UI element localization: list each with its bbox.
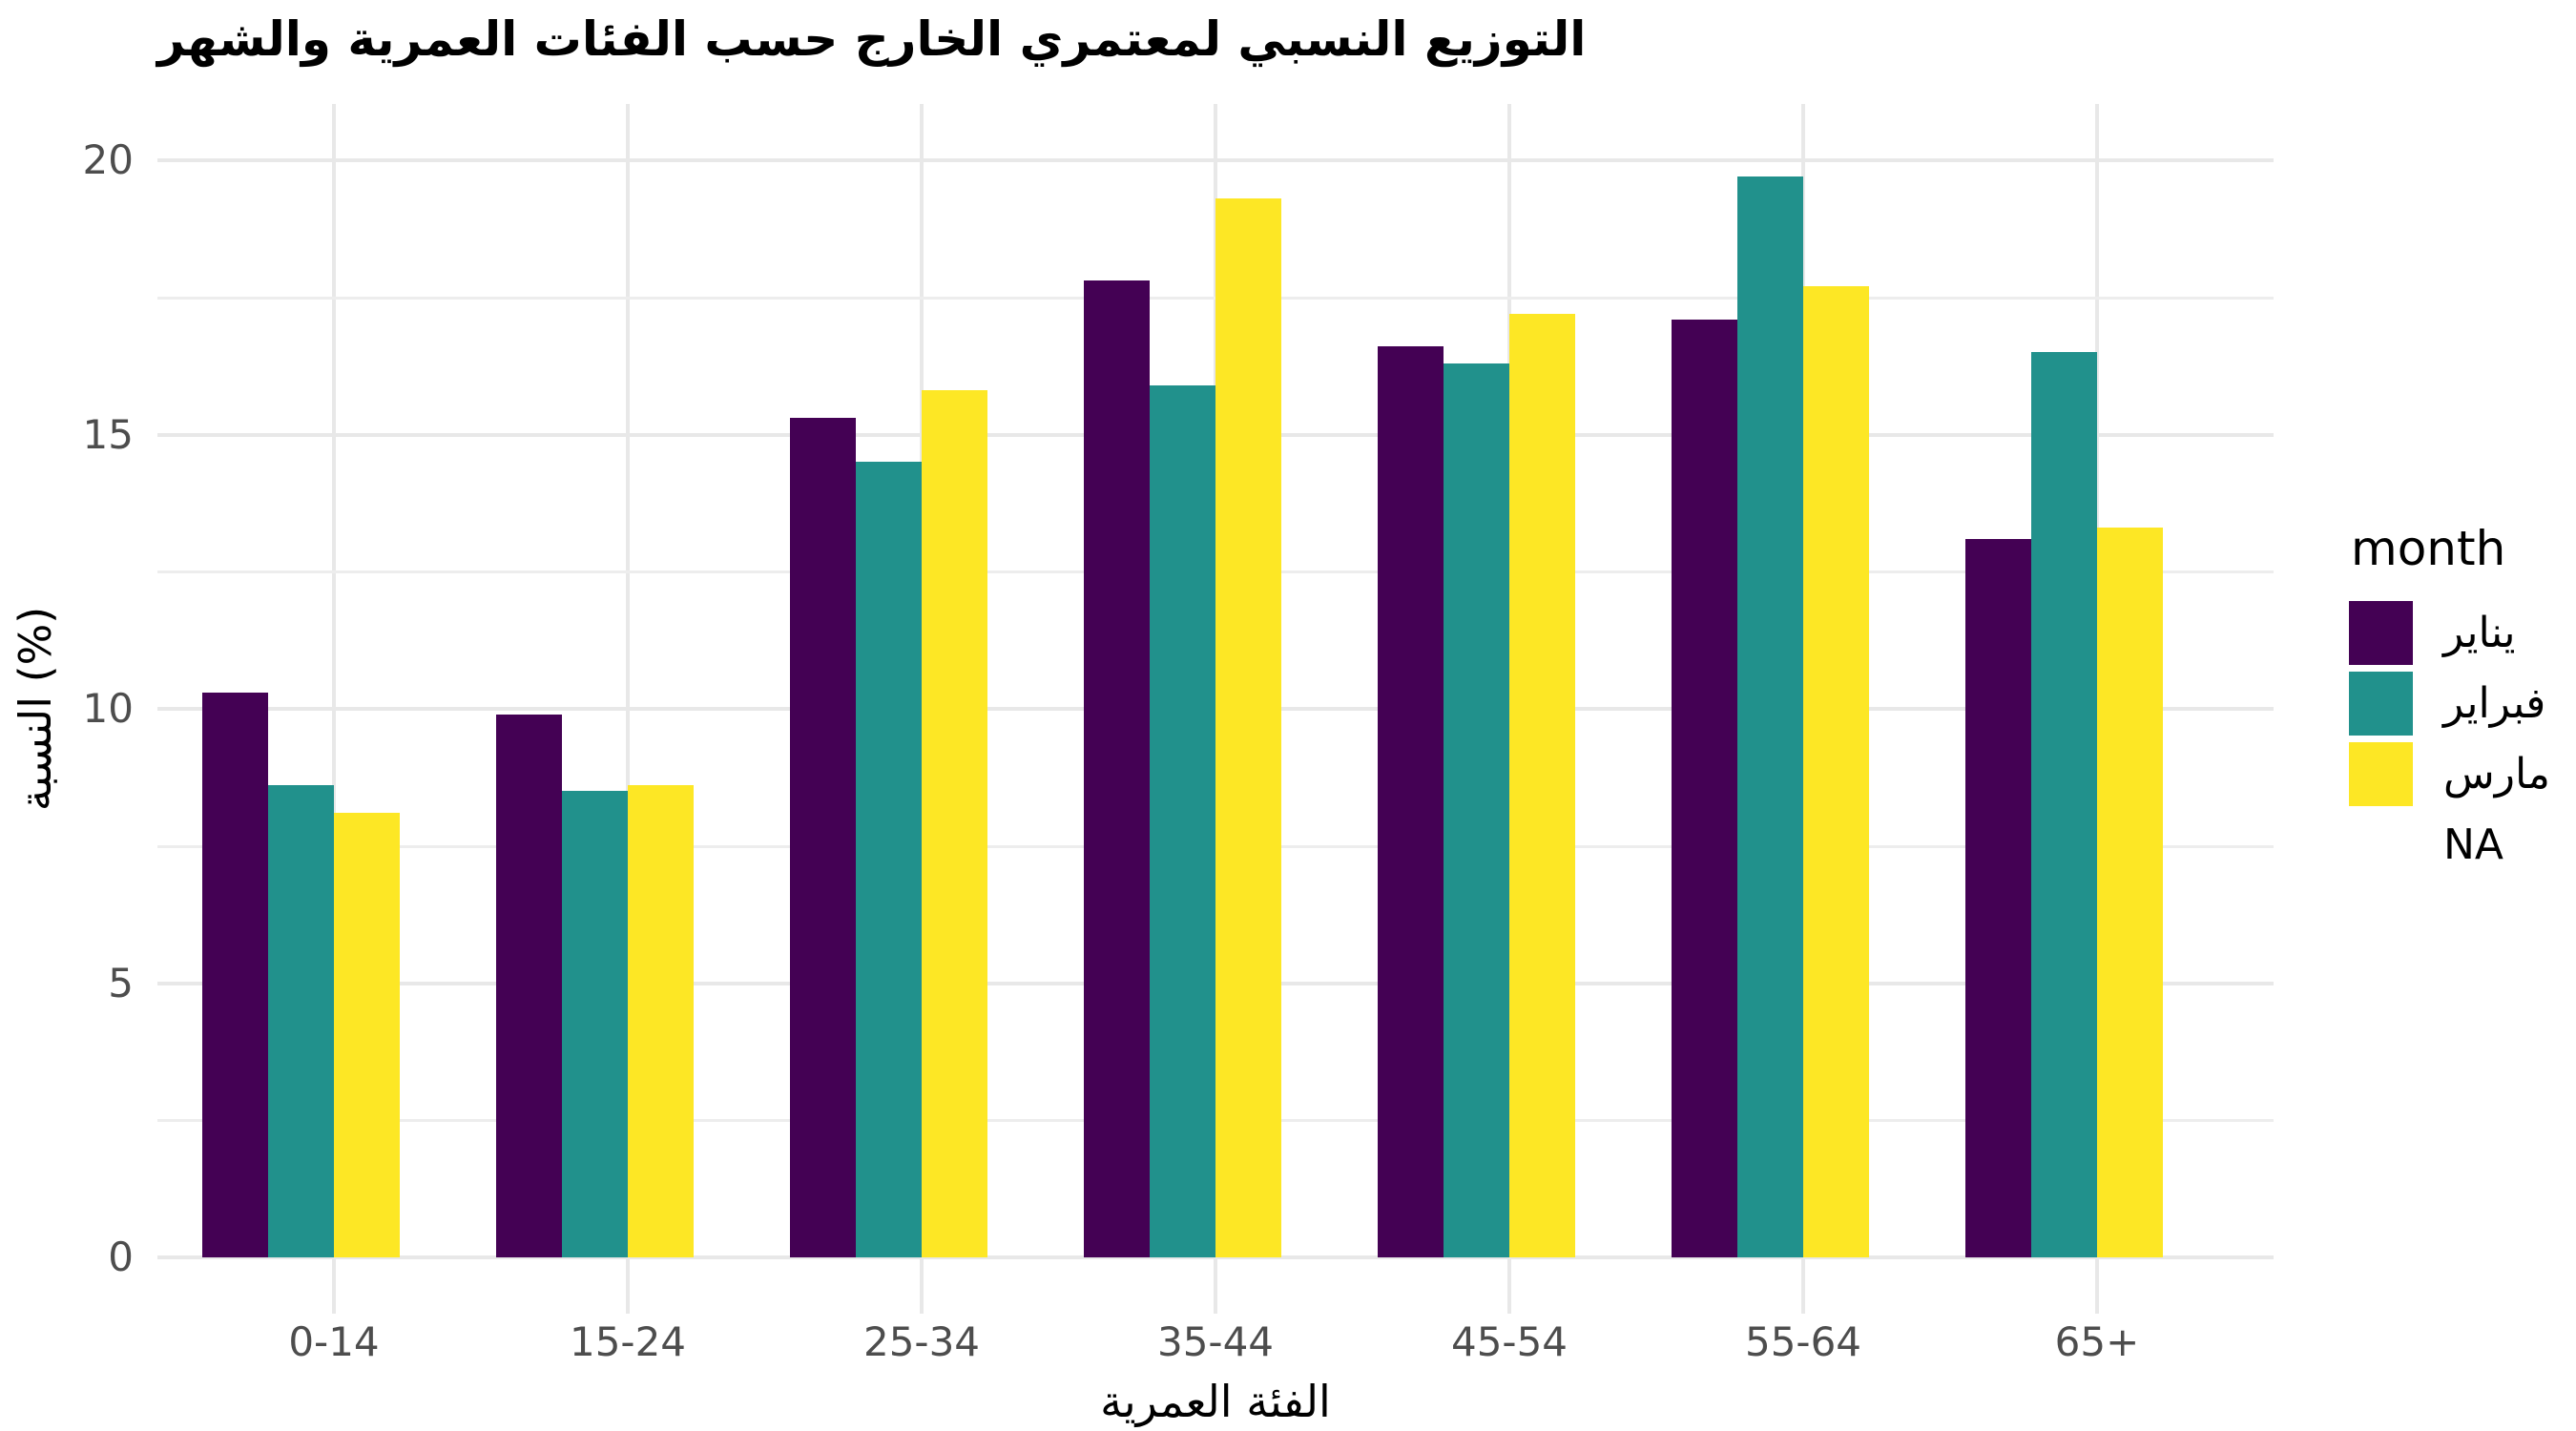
legend: month يناير فبراير مارس NA bbox=[2349, 521, 2576, 883]
y-tick-label: 15 bbox=[82, 410, 134, 458]
bar-65+-مارس bbox=[2097, 528, 2163, 1257]
x-tick-label: 15-24 bbox=[569, 1318, 687, 1365]
x-tick-label: 35-44 bbox=[1156, 1318, 1275, 1365]
y-tick-label: 5 bbox=[108, 959, 134, 1006]
bar-25-34-فبراير bbox=[856, 462, 922, 1257]
bar-35-44-يناير bbox=[1084, 280, 1150, 1257]
bar-35-44-مارس bbox=[1215, 198, 1281, 1257]
y-tick-label: 10 bbox=[82, 685, 134, 732]
bar-45-54-مارس bbox=[1509, 314, 1575, 1257]
legend-swatch-icon bbox=[2349, 601, 2413, 665]
x-tick-label: 45-54 bbox=[1450, 1318, 1568, 1365]
bar-65+-يناير bbox=[1965, 539, 2031, 1257]
legend-item: فبراير bbox=[2349, 672, 2576, 736]
legend-item: مارس bbox=[2349, 742, 2576, 806]
bar-45-54-يناير bbox=[1378, 346, 1444, 1257]
legend-title: month bbox=[2351, 521, 2506, 576]
bar-0-14-فبراير bbox=[268, 785, 334, 1257]
major-gridline bbox=[157, 158, 2274, 162]
bar-15-24-فبراير bbox=[562, 791, 628, 1257]
y-tick-label: 20 bbox=[82, 136, 134, 183]
y-axis-title: النسبة (%) bbox=[10, 606, 61, 812]
plot-panel bbox=[157, 104, 2274, 1314]
legend-swatch-icon bbox=[2349, 813, 2413, 877]
legend-item: يناير bbox=[2349, 601, 2576, 665]
x-tick-label: 25-34 bbox=[862, 1318, 981, 1365]
bar-25-34-يناير bbox=[790, 418, 856, 1257]
legend-item: NA bbox=[2349, 813, 2576, 877]
bar-55-64-فبراير bbox=[1737, 176, 1803, 1257]
x-tick-label: 0-14 bbox=[288, 1318, 380, 1365]
x-tick-label: 65+ bbox=[2054, 1318, 2140, 1365]
legend-swatch-icon bbox=[2349, 672, 2413, 736]
y-tick-label: 0 bbox=[108, 1234, 134, 1280]
bar-35-44-فبراير bbox=[1150, 385, 1215, 1257]
bar-45-54-فبراير bbox=[1444, 363, 1509, 1257]
bar-15-24-مارس bbox=[628, 785, 694, 1257]
bar-0-14-يناير bbox=[202, 693, 268, 1257]
legend-label: مارس bbox=[2443, 750, 2550, 798]
bar-55-64-يناير bbox=[1672, 320, 1737, 1257]
legend-swatch-icon bbox=[2349, 742, 2413, 806]
legend-label: فبراير bbox=[2443, 679, 2546, 728]
legend-label: NA bbox=[2443, 820, 2504, 869]
x-tick-label: 55-64 bbox=[1744, 1318, 1862, 1365]
legend-label: يناير bbox=[2443, 609, 2516, 657]
x-axis-title: الفئة العمرية bbox=[1100, 1376, 1331, 1427]
bar-0-14-مارس bbox=[334, 813, 400, 1257]
bar-55-64-مارس bbox=[1803, 286, 1869, 1257]
bar-25-34-مارس bbox=[922, 390, 987, 1257]
legend-items: يناير فبراير مارس NA bbox=[2349, 601, 2576, 877]
bar-15-24-يناير bbox=[496, 715, 562, 1257]
bar-65+-فبراير bbox=[2031, 352, 2097, 1257]
chart-title: التوزيع النسبي لمعتمري الخارج حسب الفئات… bbox=[157, 11, 1587, 67]
major-gridline bbox=[157, 1255, 2274, 1259]
